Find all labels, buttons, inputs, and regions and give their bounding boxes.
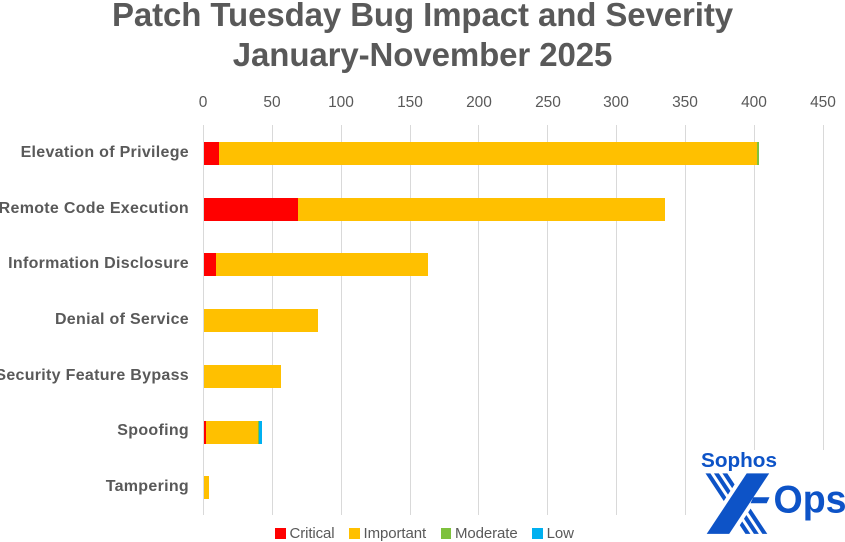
svg-text:Sophos: Sophos [701, 450, 777, 472]
svg-text:Ops: Ops [774, 478, 845, 521]
